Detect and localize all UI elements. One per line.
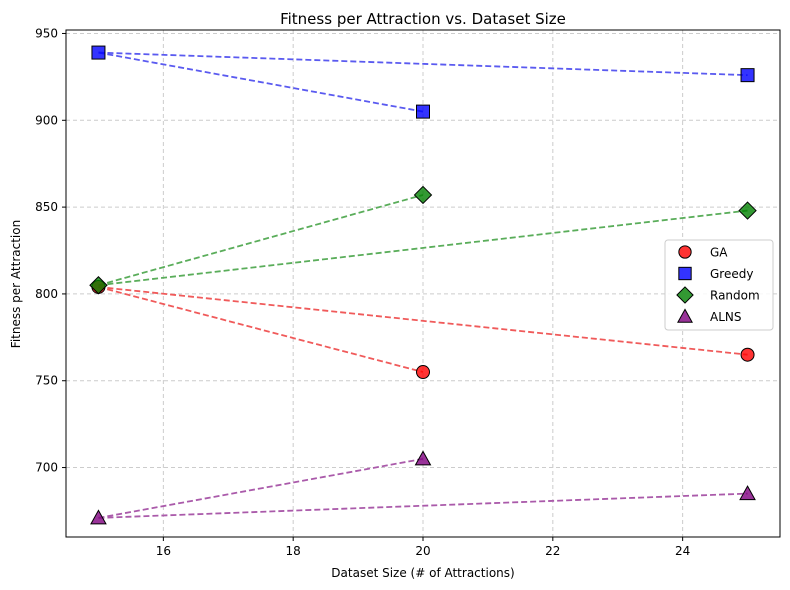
y-tick-label: 700 [35,461,58,475]
greedy-series-line [98,51,424,113]
axis-ticks: 16 18 20 22 24 700 750 800 850 900 950 [35,26,690,558]
alns-legend-marker [677,308,693,323]
random-legend-label: Random [710,289,760,303]
series-markers [89,45,757,525]
alns-data-point [414,450,432,466]
greedy-series-line [98,51,748,77]
x-tick-label: 22 [545,544,560,558]
ga-data-point [416,365,430,380]
alns-series-line [98,492,748,519]
ga-data-point [740,347,755,362]
alns-data-point [90,509,107,525]
legend-box [664,239,774,331]
x-tick-label: 18 [286,544,301,558]
y-tick-label: 900 [35,113,58,127]
alns-data-point [739,485,756,501]
x-tick-label: 20 [415,544,430,558]
y-tick-label: 750 [35,374,58,388]
ga-legend-marker [678,245,692,259]
greedy-data-point [740,68,755,83]
y-tick-label: 950 [35,26,58,40]
alns-series-line [98,457,424,519]
random-data-point [738,201,757,220]
ga-series-line [98,286,748,356]
alns-legend-label: ALNS [710,310,742,324]
legend: GA Greedy Random ALNS [664,239,774,331]
series-lines [98,51,748,519]
random-data-point [89,276,108,295]
y-tick-label: 800 [35,287,58,301]
random-series-line [98,194,424,287]
ga-legend-label: GA [710,246,728,260]
random-legend-marker [676,286,694,304]
random-data-point [413,185,433,205]
x-tick-label: 24 [675,544,690,558]
y-axis-label: Fitness per Attraction [9,220,23,348]
greedy-data-point [416,104,430,119]
ga-series-line [98,286,424,373]
greedy-data-point [91,45,106,60]
greedy-legend-label: Greedy [710,267,753,281]
random-series-line [98,209,748,287]
chart-title: Fitness per Attraction vs. Dataset Size [280,10,566,28]
y-tick-label: 850 [35,200,58,214]
x-axis-label: Dataset Size (# of Attractions) [331,566,514,580]
greedy-legend-marker [678,266,692,281]
x-tick-label: 16 [156,544,171,558]
